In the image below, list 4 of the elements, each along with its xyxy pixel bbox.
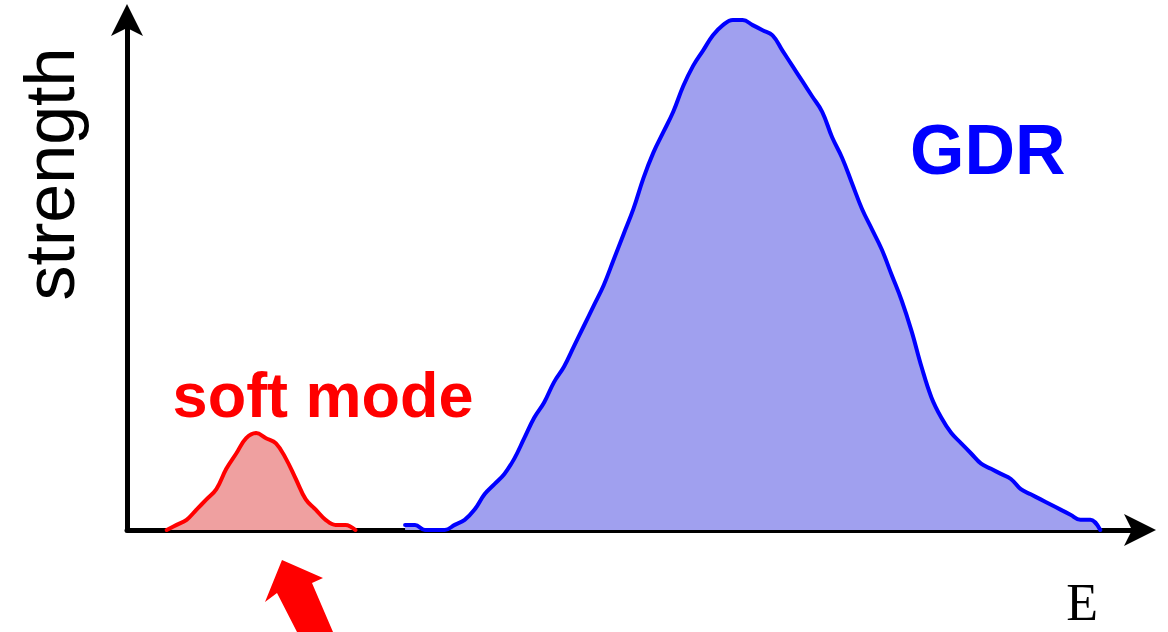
series-label: GDR — [910, 111, 1066, 189]
x-axis-title: E — [1066, 573, 1098, 631]
y-axis-title: strength — [11, 47, 89, 301]
series-label: soft mode — [172, 360, 474, 431]
